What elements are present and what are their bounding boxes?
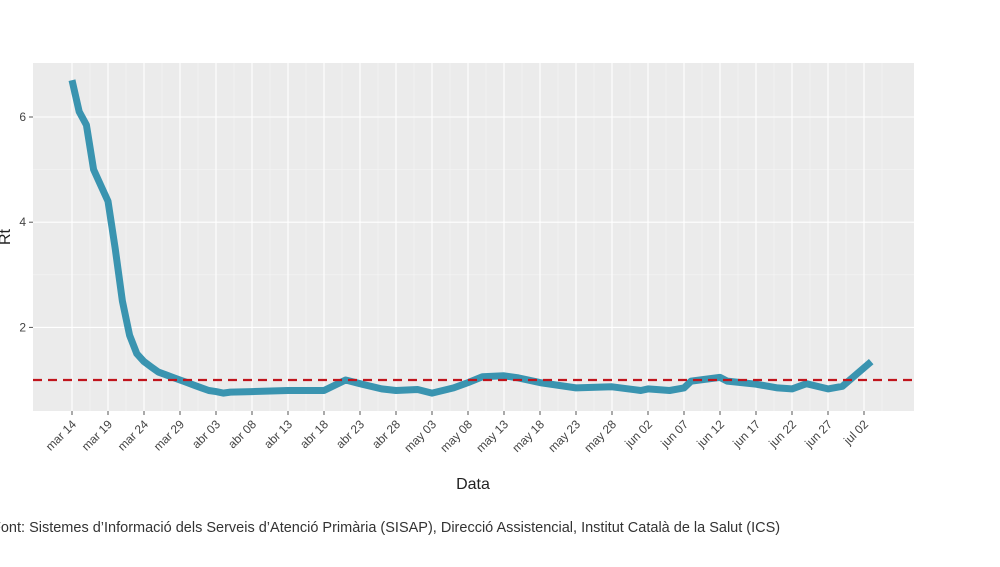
y-tick-label: 4 [19,215,26,229]
y-tick-label: 2 [19,320,26,334]
x-tick-label: mar 24 [115,417,152,454]
x-tick-label: may 28 [581,417,619,455]
x-tick-label: jun 17 [729,417,763,451]
x-tick-label: may 13 [473,417,511,455]
y-tick-label: 6 [19,110,26,124]
x-tick-label: abr 08 [225,417,259,451]
x-tick-label: mar 14 [43,417,80,454]
x-tick-label: jul 02 [840,417,871,448]
x-tick-label: abr 23 [333,417,367,451]
x-axis-ticks: mar 14 mar 19 mar 24 mar 29 abr 03 abr 08 abr … [43,411,871,455]
x-tick-label: jun 02 [621,417,655,451]
x-tick-label: may 08 [437,417,475,455]
x-tick-label: may 03 [401,417,439,455]
x-tick-label: abr 13 [261,417,295,451]
x-tick-label: abr 03 [189,417,223,451]
rt-line-chart: 2 4 6 mar 14 mar 19 mar 24 mar 29 abr 03 abr 08… [0,63,914,493]
x-tick-label: jun 22 [765,417,799,451]
source-caption: Font: Sistemes d’Informació dels Serveis… [0,520,781,536]
plot-background [33,63,914,411]
x-tick-label: abr 18 [297,417,331,451]
x-tick-label: mar 19 [79,417,116,454]
x-tick-label: abr 28 [369,417,403,451]
grid-minor [33,63,914,411]
x-tick-label: may 18 [509,417,547,455]
x-axis-title: Data [456,476,490,493]
x-tick-label: jun 27 [801,417,835,451]
y-axis-title: Rt [0,228,14,245]
x-tick-label: jun 12 [693,417,727,451]
x-tick-label: mar 29 [151,417,188,454]
x-tick-label: jun 07 [657,417,691,451]
x-tick-label: may 23 [545,417,583,455]
grid-major [33,63,914,411]
y-axis-ticks: 2 4 6 [19,110,33,334]
